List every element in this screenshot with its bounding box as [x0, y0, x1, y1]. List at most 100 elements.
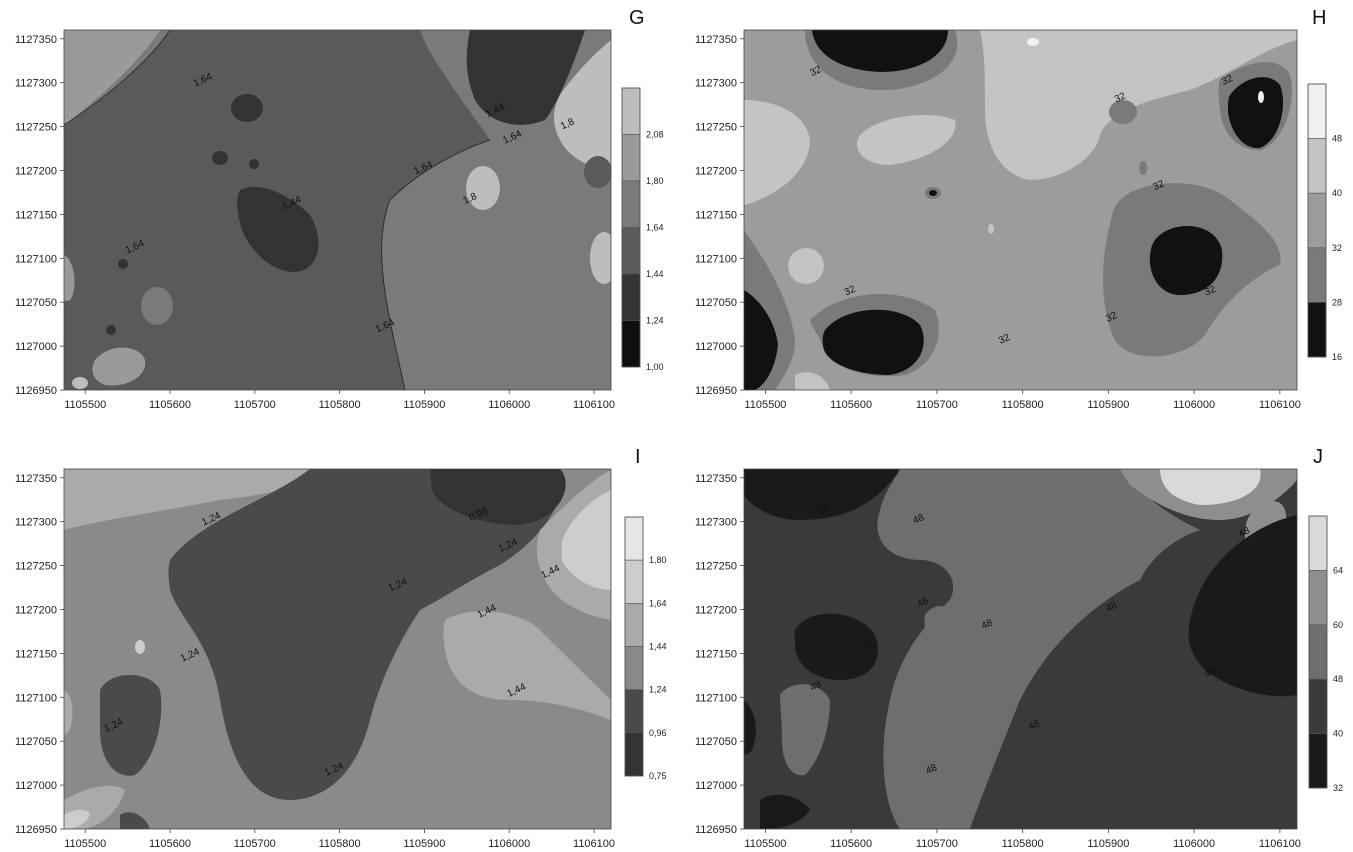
panel-i-y-axis: 1127350 1127300 1127250 1127200 1127150 11271… — [15, 473, 64, 836]
panel-g-y-axis: 1127350 1127300 1127250 1127200 1127150 11271… — [15, 34, 64, 397]
contour-label: 32 — [1104, 310, 1119, 325]
y-tick-label: 1127200 — [695, 604, 737, 616]
panel-i: 1,24 0,961,241,441,241,441,241,441,241,24… — [15, 446, 667, 850]
y-tick-label: 1126950 — [695, 824, 737, 836]
contour-label: 32 — [1203, 284, 1218, 299]
legend-swatch — [1308, 515, 1328, 571]
y-tick-label: 1127300 — [15, 78, 57, 90]
x-tick-label: 1105800 — [319, 399, 361, 411]
legend-swatch — [621, 320, 641, 368]
y-tick-label: 1127350 — [15, 473, 57, 485]
legend-frame — [1308, 515, 1328, 789]
legend-swatch — [1308, 624, 1328, 680]
legend-swatch — [621, 273, 641, 321]
legend-level-label: 1,64 — [649, 598, 667, 608]
legend-level-label: 0,96 — [649, 728, 667, 738]
legend-level-label: 32 — [1332, 243, 1342, 253]
y-tick-label: 1127250 — [15, 122, 57, 134]
legend-level-label: 40 — [1333, 729, 1343, 739]
contour-label: 32 — [808, 64, 823, 79]
y-tick-label: 1127200 — [15, 604, 57, 616]
y-tick-label: 1127000 — [15, 341, 57, 353]
x-tick-label: 1105500 — [744, 399, 786, 411]
x-tick-label: 1106000 — [1173, 838, 1215, 850]
legend-swatch — [624, 646, 644, 690]
y-tick-label: 1127200 — [695, 165, 737, 177]
legend-level-label: 1,80 — [646, 176, 664, 186]
legend-frame — [624, 516, 644, 777]
y-tick-label: 1127300 — [695, 78, 737, 90]
legend-swatch — [624, 689, 644, 734]
y-tick-label: 1127000 — [695, 341, 737, 353]
y-tick-label: 1127100 — [695, 253, 737, 265]
y-tick-label: 1127200 — [15, 165, 57, 177]
x-tick-label: 1105800 — [1002, 838, 1044, 850]
legend-swatch — [1307, 192, 1327, 249]
contour-label: 1,8 — [559, 116, 577, 132]
x-tick-label: 1105600 — [830, 838, 872, 850]
panel-j-legend: 64 60 48 40 32 — [1308, 515, 1343, 793]
legend-level-label: 60 — [1333, 620, 1343, 630]
legend-level-label: 1,24 — [646, 316, 664, 326]
legend-swatch — [1308, 733, 1328, 789]
contour-label: 32 — [1113, 90, 1128, 105]
panel-h-x-axis: 1105500 1105600 1105700 1105800 1105900 11060… — [744, 390, 1301, 411]
x-tick-label: 1105900 — [403, 399, 445, 411]
legend-level-label: 1,64 — [646, 223, 664, 233]
legend-level-label: 1,24 — [649, 685, 667, 695]
contour-label: 48 — [1027, 718, 1042, 733]
x-tick-label: 1105600 — [149, 838, 191, 850]
legend-swatch — [1307, 302, 1327, 358]
legend-frame — [1307, 83, 1327, 358]
legend-swatch — [621, 180, 641, 228]
x-tick-label: 1105600 — [830, 399, 872, 411]
x-tick-label: 1105700 — [916, 838, 958, 850]
y-tick-label: 1127050 — [695, 297, 737, 309]
legend-swatch — [621, 134, 641, 182]
legend-swatch — [624, 559, 644, 604]
y-tick-label: 1127100 — [15, 253, 57, 265]
panel-h-legend: 48 40 32 28 16 — [1307, 83, 1342, 362]
panel-h-y-axis: 1127350 1127300 1127250 1127200 1127150 11271… — [695, 34, 744, 397]
x-tick-label: 1105700 — [234, 399, 276, 411]
legend-swatch — [1307, 138, 1327, 194]
panel-g-x-axis: 1105500 1105600 1105700 1105800 1105900 11060… — [64, 390, 615, 411]
y-tick-label: 1127050 — [695, 736, 737, 748]
x-tick-label: 1105500 — [64, 399, 106, 411]
legend-level-label: 1,00 — [646, 362, 664, 372]
x-tick-label: 1105800 — [1002, 399, 1044, 411]
legend-level-label: 0,75 — [649, 771, 667, 781]
legend-frame — [621, 87, 641, 368]
panel-i-label: I — [635, 446, 641, 468]
contour-label: 48 — [1104, 600, 1119, 615]
y-tick-label: 1127300 — [695, 517, 737, 529]
y-tick-label: 1127000 — [15, 780, 57, 792]
legend-level-label: 1,44 — [646, 269, 664, 279]
x-tick-label: 1106100 — [573, 399, 615, 411]
panel-h-contour-fill — [744, 30, 1297, 390]
x-tick-label: 1105900 — [403, 838, 445, 850]
legend-swatch — [621, 227, 641, 275]
legend-level-label: 1,44 — [649, 642, 667, 652]
contour-label: 48 — [1203, 666, 1218, 681]
legend-swatch — [624, 516, 644, 561]
legend-level-label: 48 — [1333, 674, 1343, 684]
y-tick-label: 1127100 — [15, 692, 57, 704]
contour-label: 40 — [817, 503, 832, 518]
panel-i-legend: 1,80 1,64 1,44 1,24 0,96 0,75 — [624, 516, 667, 781]
legend-level-label: 28 — [1332, 297, 1342, 307]
legend-level-label: 48 — [1332, 134, 1342, 144]
panel-g: 1,641,641,441,641,641,81,441,641,8 11055… — [15, 7, 664, 411]
panel-g-contour-fill — [64, 30, 611, 390]
panel-j-contour-labels: 40 48 48 48 48 48 40 48 48 48 48 — [808, 503, 1252, 777]
panel-j-x-axis: 1105500 1105600 1105700 1105800 1105900 11060… — [744, 829, 1301, 850]
panel-g-label: G — [629, 7, 645, 29]
y-tick-label: 1127300 — [15, 517, 57, 529]
y-tick-label: 1127350 — [15, 34, 57, 46]
y-tick-label: 1127250 — [695, 122, 737, 134]
x-tick-label: 1106100 — [1259, 399, 1301, 411]
y-tick-label: 1127100 — [695, 692, 737, 704]
legend-swatch — [624, 603, 644, 647]
